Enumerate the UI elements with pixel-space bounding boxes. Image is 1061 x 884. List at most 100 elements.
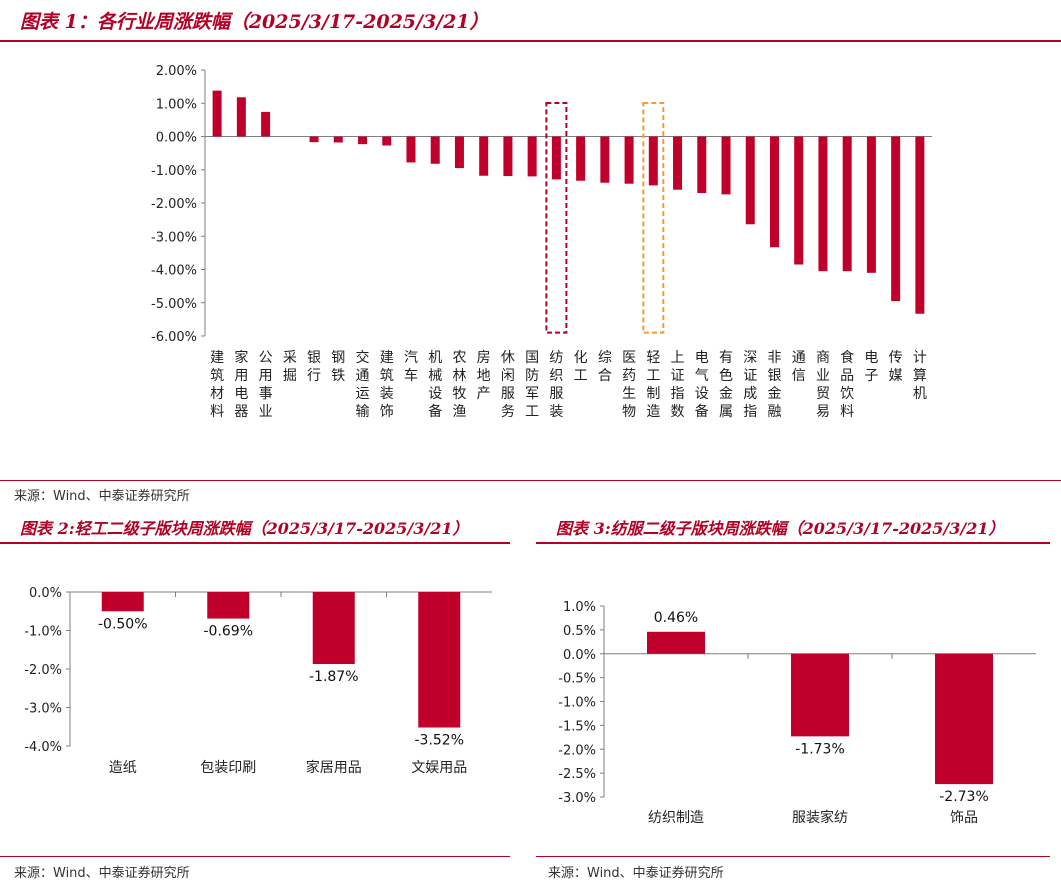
x-tick-label: 汽车: [404, 350, 418, 384]
y-tick-label: 1.00%: [156, 97, 197, 112]
y-tick-label: 1.0%: [563, 600, 596, 615]
y-tick-label: 0.0%: [29, 586, 62, 601]
bar: [769, 136, 779, 248]
bar: [261, 111, 271, 137]
bar: [406, 136, 416, 163]
x-tick-label: 包装印刷: [200, 760, 256, 776]
bar: [212, 90, 222, 137]
bar: [818, 136, 828, 272]
x-tick-label: 轻工制造: [646, 350, 660, 420]
bar: [418, 592, 461, 728]
x-tick-label: 家用电器: [234, 349, 248, 420]
bar: [600, 136, 610, 183]
y-tick-label: -4.00%: [151, 264, 197, 279]
bar: [794, 136, 804, 265]
x-tick-label: 传媒: [889, 350, 903, 384]
textile-apparel-subsector-chart: 1.0% 0.5% 0.0% -0.5% -1.0% -1.5% -2.0% -2.5% -3.…: [558, 600, 1036, 826]
data-label: 0.46%: [654, 610, 698, 626]
x-tick-label: 建筑材料: [210, 350, 224, 420]
data-label: -0.69%: [203, 624, 253, 640]
x-tick-label: 公用事业: [259, 350, 273, 420]
bar: [842, 136, 852, 272]
y-tick-label: -2.00%: [151, 197, 197, 212]
x-tick-label: 深证成指: [743, 350, 757, 420]
industry-weekly-change-chart: 2.00% 1.00% 0.00% -1.00% -2.00% -3.00% -4.00% -…: [151, 64, 932, 420]
x-tick-label: 商业贸易: [816, 350, 830, 420]
x-tick-label: 通信: [792, 350, 806, 384]
x-tick-label: 钢铁: [331, 350, 345, 384]
y-tick-label: -4.0%: [24, 740, 62, 755]
bar: [207, 592, 250, 619]
highlight-box: [642, 102, 665, 334]
x-tick-label: 化工: [574, 350, 588, 384]
figure-3-source-rule: [536, 856, 1050, 857]
x-tick-label: 电气设备: [695, 350, 709, 420]
bar: [479, 136, 489, 176]
highlight-box: [545, 102, 568, 334]
x-tick-label: 银行: [307, 350, 321, 384]
x-tick-label: 饰品: [950, 810, 978, 826]
y-tick-label: 0.00%: [156, 131, 197, 146]
x-tick-label: 文娱用品: [411, 760, 467, 776]
bar: [647, 631, 705, 654]
x-tick-label: 有色金属: [719, 350, 733, 420]
x-tick-label: 家居用品: [306, 759, 362, 776]
x-tick-label: 交通运输: [356, 349, 370, 420]
x-tick-label: 农林牧渔: [452, 350, 466, 420]
bar: [745, 136, 755, 225]
bar: [312, 592, 355, 664]
bar: [891, 136, 901, 302]
y-tick-label: 0.0%: [563, 648, 596, 663]
figure-1-source: 来源：Wind、中泰证券研究所: [14, 489, 190, 504]
bar: [333, 136, 343, 143]
y-tick-label: -6.00%: [151, 330, 197, 345]
y-tick-label: -2.5%: [558, 767, 596, 782]
y-tick-label: -1.5%: [558, 719, 596, 734]
bar: [430, 136, 440, 164]
bar: [309, 136, 319, 143]
bar: [648, 136, 658, 186]
x-tick-label: 综合: [598, 350, 612, 384]
bar: [935, 653, 993, 785]
x-tick-label: 休闲服务: [501, 350, 515, 420]
x-tick-label: 纺织服装: [549, 350, 563, 420]
bar: [697, 136, 707, 194]
figure-2-source-rule: [0, 856, 510, 857]
y-tick-label: -2.0%: [558, 743, 596, 758]
x-tick-label: 机械设备: [428, 350, 442, 420]
bar: [915, 136, 925, 314]
bar: [503, 136, 513, 177]
figure-1-source-rule: [0, 480, 1061, 481]
y-tick-label: -3.00%: [151, 230, 197, 245]
bar: [551, 136, 561, 180]
bar: [382, 136, 392, 146]
x-tick-label: 国防军工: [525, 350, 539, 420]
x-tick-label: 计算机: [913, 350, 927, 402]
bar: [454, 136, 464, 169]
x-tick-label: 服装家纺: [792, 809, 848, 826]
figure-2-source: 来源：Wind、中泰证券研究所: [14, 866, 190, 881]
bar: [358, 136, 368, 145]
y-tick-label: -3.0%: [558, 791, 596, 806]
x-tick-label: 食品饮料: [840, 349, 854, 420]
bar: [624, 136, 634, 184]
y-tick-label: -1.0%: [24, 625, 62, 640]
x-tick-label: 采掘: [283, 350, 297, 384]
figure-1-title: 图表 1：各行业周涨跌幅（2025/3/17-2025/3/21）: [0, 0, 1061, 42]
y-tick-label: -0.5%: [558, 672, 596, 687]
data-label: -3.52%: [414, 733, 464, 749]
y-tick-label: 2.00%: [156, 64, 197, 79]
bar: [576, 136, 586, 181]
bar: [866, 136, 876, 273]
x-tick-label: 医药生物: [622, 350, 636, 420]
x-tick-label: 造纸: [109, 760, 137, 776]
bar: [791, 653, 849, 737]
data-label: -1.87%: [309, 669, 359, 685]
y-tick-label: -1.0%: [558, 696, 596, 711]
figure-2-title: 图表 2:轻工二级子版块周涨跌幅（2025/3/17-2025/3/21）: [0, 512, 510, 544]
data-label: -1.73%: [795, 741, 845, 757]
light-industry-subsector-chart: 0.0% -1.0% -2.0% -3.0% -4.0% -0.50% 造纸 -0.69% 包装…: [24, 586, 492, 776]
data-label: -2.73%: [939, 789, 989, 805]
y-tick-label: -1.00%: [151, 164, 197, 179]
figure-3-title: 图表 3:纺服二级子版块周涨跌幅（2025/3/17-2025/3/21）: [536, 512, 1050, 544]
